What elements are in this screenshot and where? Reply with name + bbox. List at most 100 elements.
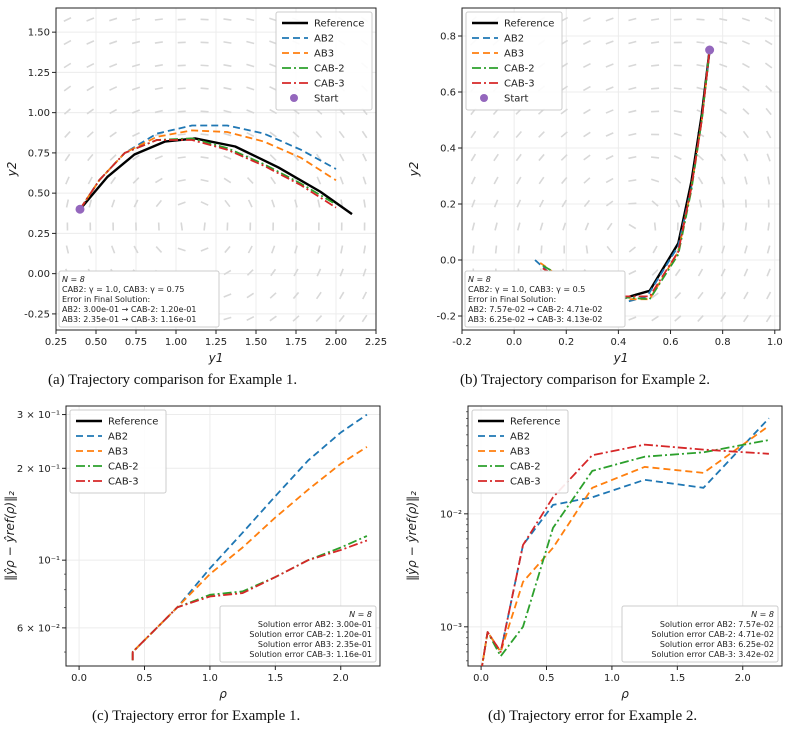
field-arrow — [470, 130, 477, 139]
field-arrow — [339, 268, 344, 277]
field-arrow — [65, 245, 70, 254]
axes: 0.0 0.5 1.0 1.5 2.0 6 × 10⁻² 10⁻¹ 2 × 10⁻¹ 3 × 1… — [17, 410, 349, 684]
field-arrow — [362, 153, 368, 162]
field-arrow — [109, 40, 118, 45]
legend-label: Start — [504, 94, 529, 105]
legend-label: AB3 — [504, 49, 524, 60]
x-tick-label: 2.25 — [365, 337, 387, 348]
chart-error-example-1: 0.0 0.5 1.0 1.5 2.0 6 × 10⁻² 10⁻¹ 2 × 10⁻¹ 3 × 1… — [3, 405, 381, 701]
field-arrow — [606, 245, 613, 254]
field-arrow — [493, 130, 500, 139]
legend-box — [471, 409, 569, 494]
field-arrow — [628, 155, 637, 160]
x-tick-label: 1.00 — [165, 337, 187, 348]
field-arrow — [269, 154, 277, 161]
legend-label: AB3 — [108, 447, 128, 458]
legend-label: Reference — [314, 19, 364, 30]
field-arrow — [177, 133, 186, 136]
field-arrow — [269, 108, 278, 115]
field-arrow — [628, 202, 637, 205]
field-arrow — [294, 245, 298, 254]
field-arrow — [110, 245, 116, 254]
field-arrow — [628, 132, 637, 137]
field-arrow — [63, 17, 72, 22]
y-tick-label: 0.2 — [440, 200, 456, 211]
field-arrow — [223, 86, 232, 91]
field-arrow — [223, 18, 232, 21]
field-arrow — [154, 132, 163, 137]
field-arrow — [628, 86, 637, 91]
field-arrow — [292, 315, 300, 322]
legend-label: CAB-2 — [504, 64, 535, 75]
field-arrow — [154, 155, 163, 160]
field-arrow — [720, 153, 727, 162]
field-arrow — [223, 293, 232, 298]
field-arrow — [63, 39, 72, 46]
legend-label: CAB-3 — [504, 79, 535, 90]
y-tick-label: 10⁻¹ — [38, 556, 60, 567]
field-arrow — [246, 17, 255, 22]
field-arrow — [767, 222, 770, 231]
axes: -0.2 0.0 0.2 0.4 0.6 0.8 1.0 -0.2 0.0 0.2 0.4 0.6 0.… — [436, 32, 782, 349]
field-arrow — [493, 176, 499, 185]
y-axis-label: ‖ŷρ − ŷref(ρ)‖₂ — [405, 491, 419, 581]
annotation-line: AB3: 6.25e-02 → CAB-3: 4.13e-02 — [468, 315, 602, 324]
field-arrow — [131, 17, 141, 22]
legend-label: CAB-2 — [510, 462, 541, 473]
field-arrow — [698, 199, 703, 208]
y-tick-label: 1.25 — [28, 68, 50, 79]
x-tick-label: 1.25 — [205, 337, 227, 348]
field-arrow — [246, 63, 255, 68]
field-arrow — [560, 108, 568, 115]
x-tick-label: 1.5 — [267, 673, 283, 684]
field-arrow — [294, 199, 298, 208]
x-tick-label: -0.2 — [452, 337, 472, 348]
field-arrow — [339, 176, 344, 185]
field-arrow — [765, 85, 773, 92]
field-arrow — [269, 131, 277, 138]
field-arrow — [86, 62, 95, 69]
field-arrow — [673, 110, 682, 113]
field-arrow — [200, 64, 209, 67]
field-arrow — [271, 245, 276, 254]
field-arrow — [470, 153, 477, 162]
field-arrow — [697, 315, 704, 322]
series-line-ab3 — [481, 425, 770, 666]
field-arrow — [63, 85, 72, 92]
field-arrow — [361, 314, 368, 323]
series-group — [481, 417, 770, 666]
x-axis-label: ρ — [219, 687, 227, 701]
field-arrow — [246, 131, 255, 138]
field-arrow — [583, 85, 591, 92]
annotation-line: Solution error AB3: 6.25e-02 — [660, 640, 774, 649]
legend-label: AB3 — [510, 447, 530, 458]
field-arrow — [269, 292, 277, 299]
field-arrow — [270, 176, 277, 185]
field-arrow — [651, 156, 660, 159]
field-arrow — [155, 199, 163, 208]
x-tick-label: 0.2 — [558, 337, 574, 348]
field-arrow — [582, 17, 591, 22]
annotation-line: Solution error CAB-2: 1.20e-01 — [249, 630, 372, 639]
field-arrow — [516, 199, 522, 208]
annotation-line: Solution error CAB-2: 4.71e-02 — [651, 630, 774, 639]
field-arrow — [743, 268, 749, 277]
field-arrow — [628, 40, 637, 45]
field-arrow — [224, 199, 231, 208]
field-arrow — [765, 314, 772, 323]
field-arrow — [517, 245, 520, 254]
field-arrow — [155, 177, 163, 184]
annotation-line: N = 8 — [349, 610, 372, 619]
field-arrow — [539, 222, 544, 231]
field-arrow — [270, 268, 277, 277]
field-arrow — [154, 109, 163, 114]
field-arrow — [697, 268, 704, 277]
field-arrow — [719, 63, 728, 68]
field-arrow — [131, 109, 141, 114]
field-arrow — [515, 130, 523, 139]
field-arrow — [742, 85, 750, 92]
field-arrow — [605, 155, 614, 160]
field-arrow — [606, 222, 613, 231]
field-arrow — [605, 63, 614, 68]
field-arrow — [494, 222, 498, 231]
